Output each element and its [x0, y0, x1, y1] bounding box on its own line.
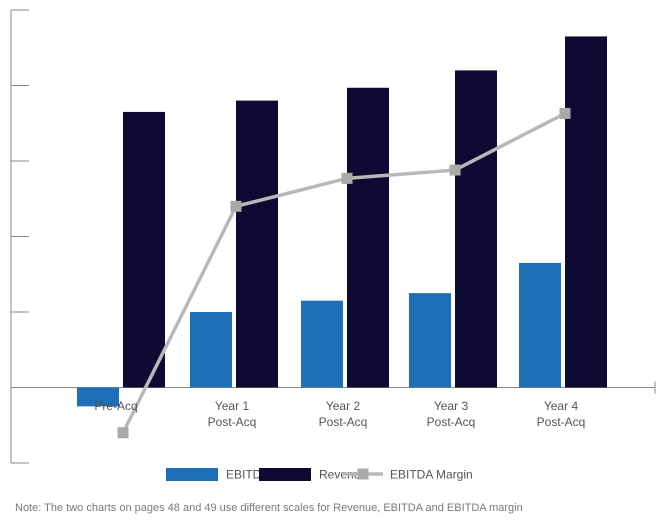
x-tick-label: Year 2 Post-Acq	[319, 399, 368, 429]
ebitda-margin-legend-label: EBITDA Margin	[390, 468, 473, 482]
ebitda-margin-legend-marker	[357, 468, 369, 480]
ebitda-bar	[409, 293, 451, 388]
x-tick-label: Pre-Acq	[94, 399, 137, 413]
x-tick-label-line: Year 4	[544, 399, 579, 413]
footnote: Note: The two charts on pages 48 and 49 …	[15, 502, 523, 514]
ebitda-legend-label: EBITDA	[226, 468, 269, 482]
x-tick-label: Year 3 Post-Acq	[427, 399, 476, 429]
x-tick-label-line: Year 3	[434, 399, 469, 413]
x-tick-label-line: Year 2	[326, 399, 361, 413]
chart-margin-line	[117, 107, 571, 439]
ebitda-bar	[519, 262, 561, 388]
x-tick-label-line: Post-Acq	[427, 415, 476, 429]
ebitda-bar	[77, 387, 119, 407]
x-tick-label-line: Post-Acq	[208, 415, 257, 429]
x-tick-label-line: Post-Acq	[537, 415, 586, 429]
ebitda-bar	[301, 300, 343, 388]
ebitda-margin-point	[117, 427, 129, 439]
x-tick-label: Year 4 Post-Acq	[537, 399, 586, 429]
ebitda-margin-point	[449, 164, 461, 176]
revenue-bar	[347, 87, 389, 388]
x-tick-label-line: Pre-Acq	[94, 399, 137, 413]
ebitda-legend-swatch	[166, 468, 218, 481]
revenue-bar	[455, 70, 497, 388]
ebitda-margin-point	[230, 200, 242, 212]
chart-legend: EBITDARevenueEBITDA Margin	[166, 468, 473, 482]
x-tick-label-line: Year 1	[215, 399, 250, 413]
ebitda-margin-point	[341, 172, 353, 184]
revenue-legend-swatch	[259, 468, 311, 481]
ebitda-margin-point	[559, 107, 571, 119]
chart-bars	[77, 36, 607, 407]
ebitda-bar	[190, 312, 232, 388]
revenue-bar	[236, 100, 278, 388]
x-tick-label: Year 1 Post-Acq	[208, 399, 257, 429]
x-tick-label-line: Post-Acq	[319, 415, 368, 429]
revenue-bar	[565, 36, 607, 388]
revenue-bar	[123, 111, 165, 388]
ebitda-margin-line	[121, 111, 566, 434]
